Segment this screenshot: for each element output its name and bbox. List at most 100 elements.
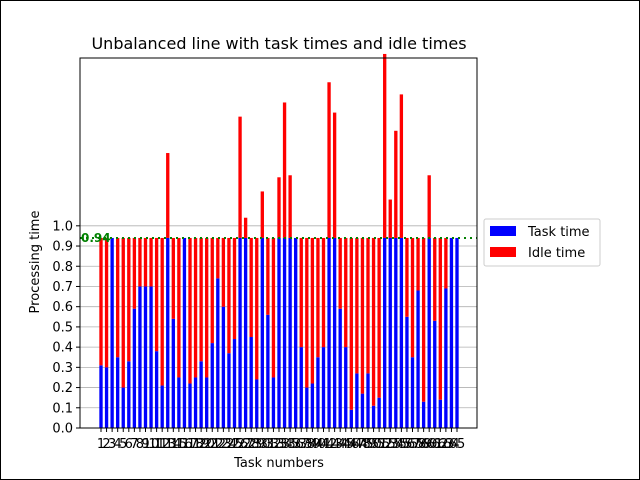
x-tick-label: 62 [432,437,449,452]
bar-task-time [127,361,131,428]
x-tick-label: 3 [108,437,116,452]
x-tick-label: 31 [260,437,277,452]
bar-idle-time [383,53,387,238]
x-tick-label: 23 [215,437,232,452]
bar-idle-time [127,237,131,362]
y-tick-label: 0.4 [52,341,73,356]
bar-idle-time [210,237,214,344]
x-tick-label: 11 [148,437,165,452]
y-tick-label: 0.0 [52,422,73,437]
bar-idle-time [305,237,309,388]
x-tick-label: 49 [360,437,377,452]
x-tick-label: 40 [310,437,327,452]
x-tick-label: 53 [382,437,399,452]
bar-idle-time [205,237,209,378]
bar-idle-time [99,237,103,366]
bar-idle-time [360,237,365,394]
bar-task-time [349,409,353,428]
bar-idle-time [277,177,281,238]
bar-task-time [449,237,454,428]
legend: Task time Idle time [483,218,601,267]
x-tick-label: 27 [237,437,254,452]
x-tick-label: 22 [210,437,227,452]
bar-idle-time [366,237,370,374]
x-axis-ticks: 1234567891011121314151617181920212223242… [97,428,465,452]
bar-task-time [182,237,187,428]
x-tick-label: 43 [326,437,343,452]
x-tick-label: 56 [399,437,416,452]
bar-idle-time [377,237,381,398]
bar-task-time [99,365,103,428]
x-tick-label: 29 [248,437,265,452]
bar-task-time [199,361,203,428]
bar-idle-time [288,175,292,238]
y-tick-label: 0.2 [52,381,73,396]
bar-task-time [193,377,198,428]
bar-task-time [332,237,337,428]
bar-task-time [104,367,109,428]
x-tick-label: 32 [265,437,282,452]
x-tick-label: 55 [393,437,410,452]
bar-task-time [444,288,448,428]
bar-task-time [294,237,298,428]
bar-idle-time [299,237,303,348]
bar-idle-time [243,217,248,238]
x-tick-label: 54 [388,437,405,452]
bar-task-time [205,377,209,428]
x-tick-label: 41 [315,437,332,452]
bar-task-time [305,387,309,428]
bar-idle-time [177,237,181,378]
bar-task-time [388,237,392,428]
bar-task-time [377,397,381,428]
bar-task-time [399,237,404,428]
bar-idle-time [216,237,220,279]
bar-task-time [416,290,420,428]
bar-idle-time [121,237,125,388]
bar-task-time [405,316,409,428]
bar-task-time [316,357,320,428]
bar-idle-time [388,199,392,238]
bar-task-time [271,377,276,428]
bar-task-time [371,405,376,428]
y-tick-label: 0.5 [52,320,73,335]
x-tick-label: 12 [154,437,171,452]
bar-idle-time [332,112,337,238]
bar-idle-time [116,237,120,358]
bar-task-time [243,237,248,428]
bar-idle-time [238,116,242,238]
x-tick-label: 37 [293,437,310,452]
x-tick-label: 19 [193,437,210,452]
bar-task-time [321,347,326,428]
reference-line: 0.94 [80,231,477,245]
bar-idle-time [199,237,203,362]
bar-task-time [210,343,214,428]
bar-task-time [121,387,125,428]
x-tick-label: 6 [125,437,133,452]
bar-idle-time [282,102,287,238]
x-tick-label: 13 [159,437,176,452]
bar-idle-time [166,153,170,238]
x-tick-label: 33 [271,437,288,452]
bars [99,53,459,428]
bar-idle-time [371,237,376,406]
bar-idle-time [143,237,148,287]
legend-label-task-time: Task time [527,225,590,240]
bar-task-time [232,339,237,428]
bar-task-time [149,286,153,428]
y-tick-label: 0.6 [52,300,73,315]
bar-task-time [327,237,331,428]
x-tick-label: 61 [426,437,443,452]
bar-task-time [177,377,181,428]
bar-task-time [255,379,259,428]
bar-idle-time [394,130,398,238]
bar-task-time [310,383,315,428]
x-tick-label: 59 [415,437,432,452]
x-tick-label: 26 [232,437,249,452]
x-tick-label: 30 [254,437,271,452]
bar-idle-time [327,82,331,238]
x-tick-label: 48 [354,437,371,452]
x-tick-label: 16 [176,437,193,452]
bar-task-time [188,383,192,428]
bar-task-time [360,393,365,428]
